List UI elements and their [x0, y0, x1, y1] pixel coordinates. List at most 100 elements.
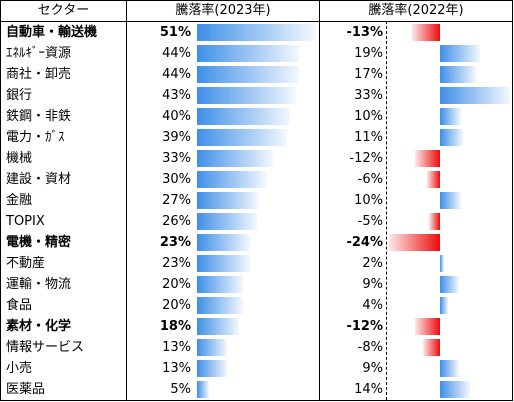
bar-2022 [440, 360, 459, 377]
table-row: 電力・ｶﾞｽ 39% 11% [1, 127, 512, 148]
value-2023: 23% [162, 256, 191, 271]
value-2022: -13% [346, 25, 383, 40]
bar-2023 [197, 108, 290, 125]
value-2023: 26% [162, 214, 191, 229]
sector-name: 不動産 [6, 256, 46, 271]
table-row: 情報サービス 13% -8% [1, 337, 512, 358]
sector-name: 情報サービス [6, 340, 85, 355]
header-sector: セクター [37, 3, 90, 18]
value-2022: -5% [357, 214, 383, 229]
value-2022: -6% [357, 172, 383, 187]
value-2022: 9% [362, 361, 383, 376]
bar-2022 [415, 318, 440, 335]
sector-name: 電機・精密 [6, 235, 72, 250]
bar-2022 [412, 24, 440, 41]
bar-2022 [440, 108, 461, 125]
table-row: 運輸・物流 20% 9% [1, 274, 512, 295]
bar-2022 [440, 129, 463, 146]
value-2023: 13% [162, 361, 191, 376]
value-2023: 23% [159, 235, 191, 250]
bar-2023 [197, 150, 273, 167]
sector-name: 自動車・輸送機 [6, 25, 98, 40]
table-row: 銀行 43% 33% [1, 85, 512, 106]
table-row: 小売 13% 9% [1, 358, 512, 379]
sector-name: 商社・卸売 [6, 67, 72, 82]
sector-name: 小売 [6, 361, 33, 376]
sector-name: TOPIX [6, 214, 45, 229]
bar-2023 [197, 129, 287, 146]
value-2023: 13% [162, 340, 191, 355]
table-row: 自動車・輸送機 51% -13% [1, 22, 512, 43]
table-row: 建設・資材 30% -6% [1, 169, 512, 190]
bar-2023 [197, 276, 243, 293]
value-2023: 20% [162, 277, 191, 292]
sector-name: 建設・資材 [6, 172, 72, 187]
bar-2022 [440, 381, 470, 398]
value-2022: 19% [354, 46, 383, 61]
bar-2022 [440, 192, 461, 209]
value-2022: -24% [346, 235, 383, 250]
value-2023: 30% [162, 172, 191, 187]
bar-2023 [197, 45, 299, 62]
bar-2022 [440, 297, 448, 314]
value-2022: 17% [354, 67, 383, 82]
bar-2023 [197, 318, 239, 335]
sector-name: 銀行 [6, 88, 33, 103]
value-2023: 33% [162, 151, 191, 166]
value-2023: 5% [170, 382, 191, 397]
header-2023: 騰落率(2023年) [175, 3, 271, 18]
value-2022: -8% [357, 340, 383, 355]
bar-2022 [427, 171, 440, 188]
sector-name: 運輸・物流 [6, 277, 72, 292]
bar-2023 [197, 339, 227, 356]
table-row: 素材・化学 18% -12% [1, 316, 512, 337]
bar-2023 [197, 297, 243, 314]
sector-name: 医薬品 [6, 382, 46, 397]
bar-2022 [440, 66, 476, 83]
bar-2022 [440, 276, 459, 293]
value-2023: 44% [162, 67, 191, 82]
value-2023: 20% [162, 298, 191, 313]
bar-2022 [415, 150, 440, 167]
bar-2023 [197, 192, 259, 209]
value-2022: -12% [346, 319, 383, 334]
value-2023: 27% [162, 193, 191, 208]
value-2022: 14% [354, 382, 383, 397]
zero-axis-2022 [386, 21, 387, 400]
value-2023: 44% [162, 46, 191, 61]
table-row: 食品 20% 4% [1, 295, 512, 316]
sector-name: ｴﾈﾙｷﾞｰ資源 [6, 46, 72, 61]
value-2022: -12% [349, 151, 383, 166]
sector-name: 電力・ｶﾞｽ [6, 130, 65, 145]
value-2022: 4% [362, 298, 383, 313]
bar-2022 [440, 87, 510, 104]
value-2022: 9% [362, 277, 383, 292]
value-2022: 2% [362, 256, 383, 271]
table-row: 不動産 23% 2% [1, 253, 512, 274]
bar-2023 [197, 255, 250, 272]
bar-2023 [197, 234, 250, 251]
value-2022: 10% [354, 193, 383, 208]
table-row: 電機・精密 23% -24% [1, 232, 512, 253]
bar-2022 [429, 213, 440, 230]
bar-2022 [423, 339, 440, 356]
table-row: 機械 33% -12% [1, 148, 512, 169]
header-2022: 騰落率(2022年) [368, 3, 464, 18]
sector-name: 金融 [6, 193, 33, 208]
value-2023: 51% [159, 25, 191, 40]
bar-2023 [197, 213, 257, 230]
value-2023: 39% [162, 130, 191, 145]
bar-2022 [440, 45, 480, 62]
bar-2022 [440, 255, 444, 272]
column-divider [319, 1, 320, 400]
table-row: ｴﾈﾙｷﾞｰ資源 44% 19% [1, 43, 512, 64]
table-row: 医薬品 5% 14% [1, 379, 512, 400]
value-2023: 43% [162, 88, 191, 103]
bar-2023 [197, 66, 299, 83]
column-divider [126, 1, 127, 400]
sector-name: 機械 [6, 151, 33, 166]
sector-name: 素材・化学 [6, 319, 72, 334]
header-divider [1, 21, 512, 22]
bar-2023 [197, 24, 315, 41]
